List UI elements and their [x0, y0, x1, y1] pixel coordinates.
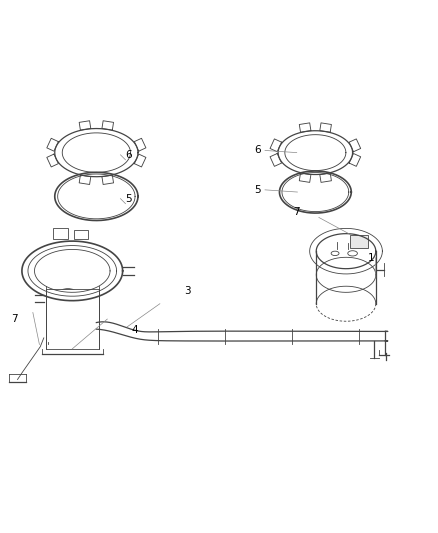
Text: 5: 5 — [125, 193, 131, 204]
Text: 3: 3 — [184, 286, 191, 296]
Bar — [350, 235, 368, 248]
Bar — [53, 228, 68, 239]
Text: 7: 7 — [11, 314, 18, 324]
Text: 1: 1 — [368, 253, 374, 263]
Text: 4: 4 — [131, 325, 138, 335]
Ellipse shape — [331, 251, 339, 255]
Text: 7: 7 — [293, 207, 300, 217]
Text: 6: 6 — [254, 146, 261, 156]
Bar — [74, 230, 88, 239]
Text: 5: 5 — [254, 185, 261, 195]
Ellipse shape — [348, 251, 357, 256]
Text: 6: 6 — [125, 150, 131, 160]
Bar — [46, 289, 99, 349]
